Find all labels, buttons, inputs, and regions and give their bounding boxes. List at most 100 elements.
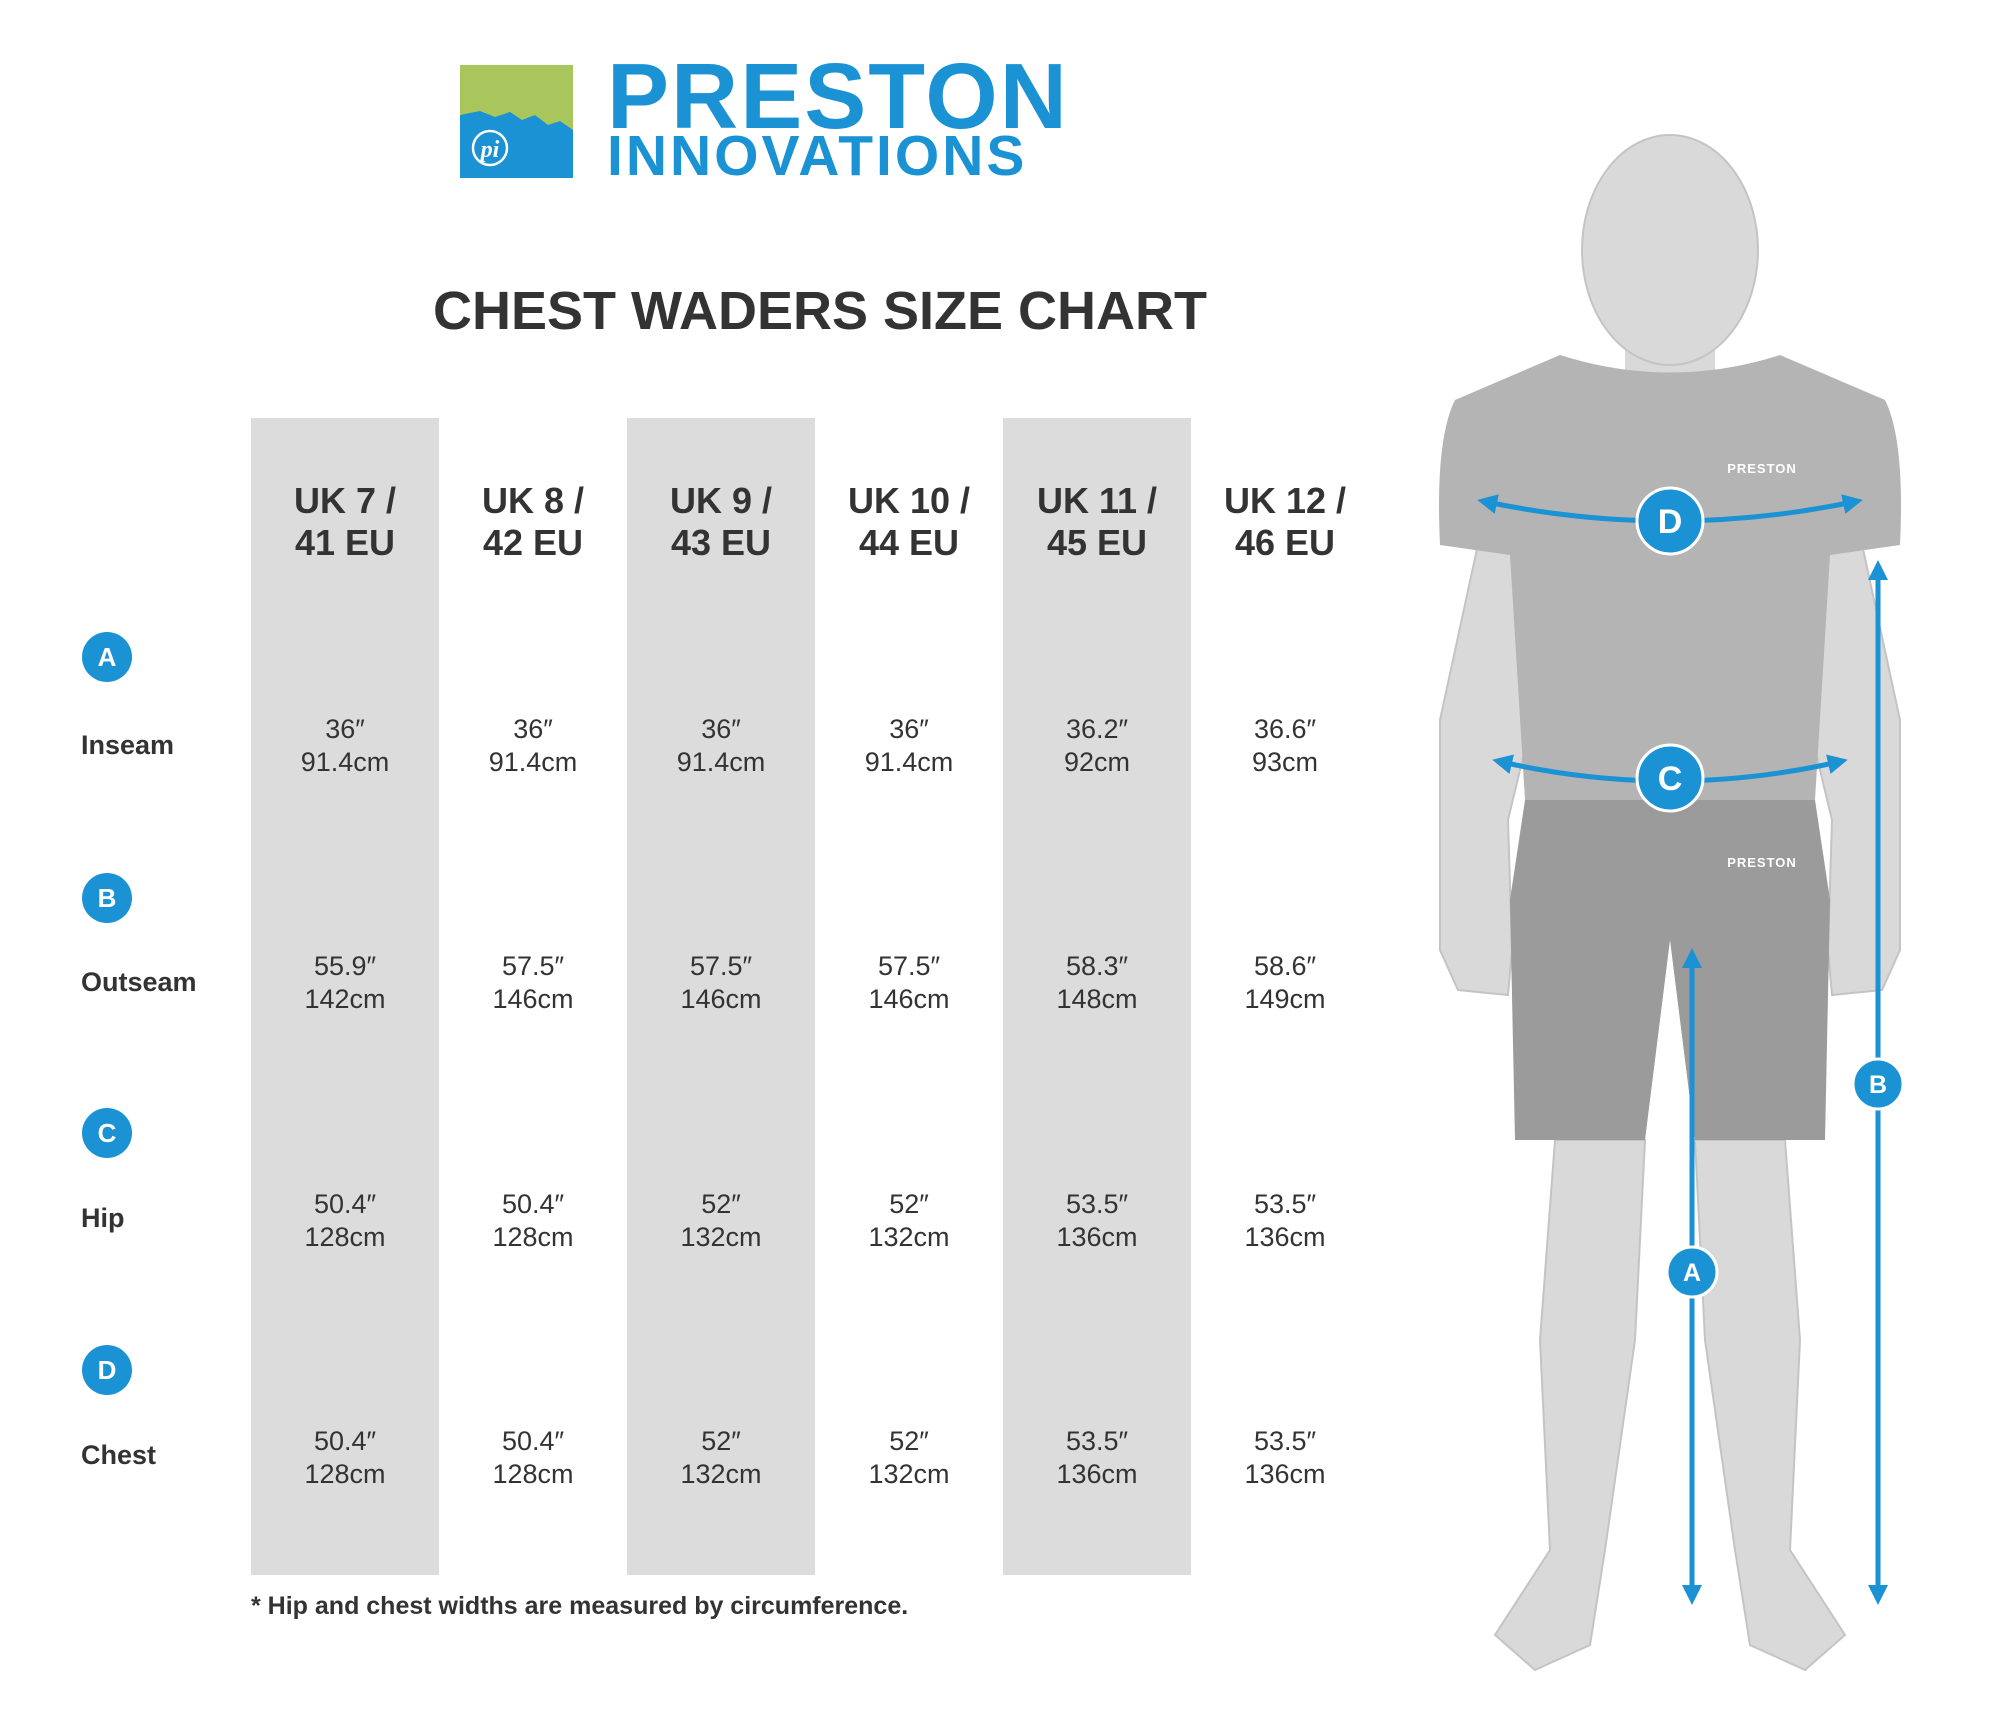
cell-value-cm: 148cm [1056, 984, 1138, 1014]
shorts [1510, 800, 1830, 1140]
column-shade [251, 418, 439, 1575]
logo-ring [471, 129, 509, 167]
head [1581, 134, 1759, 366]
logo-blue-panel [460, 111, 573, 178]
table-cell: 58.3″ 148cm [1003, 950, 1191, 1016]
cell-value-inches: 57.5″ [689, 951, 753, 981]
table-cell: 53.5″ 136cm [1191, 1425, 1379, 1491]
table-cell: 36″ 91.4cm [815, 713, 1003, 779]
column-header-size-uk: UK 8 / [481, 480, 585, 521]
logo-mark-text: pi [479, 137, 500, 163]
table-cell: 36″ 91.4cm [627, 713, 815, 779]
brand-name-line-1: PRESTON [607, 44, 1069, 148]
table-cell: 55.9″ 142cm [251, 950, 439, 1016]
cell-value-inches: 50.4″ [313, 1426, 377, 1456]
cell-value-cm: 132cm [868, 1459, 950, 1489]
row-label: Chest [81, 1440, 157, 1470]
column-header-size-eu: 41 EU [294, 522, 396, 563]
footnote: * Hip and chest widths are measured by c… [251, 1592, 909, 1620]
cell-value-cm: 91.4cm [676, 747, 766, 777]
table-cell: 36″ 91.4cm [439, 713, 627, 779]
column-header-size-eu: 46 EU [1234, 522, 1336, 563]
hip-marker [1635, 743, 1705, 813]
cell-value-inches: 50.4″ [313, 1189, 377, 1219]
column-header-size-uk: UK 12 / [1223, 480, 1347, 521]
inseam-marker-letter: A [1683, 1259, 1701, 1287]
table-cell: 36.2″ 92cm [1003, 713, 1191, 779]
column-header-size-uk: UK 11 / [1036, 480, 1158, 521]
cell-value-inches: 36″ [325, 714, 365, 744]
row-label: Outseam [81, 967, 197, 997]
cell-value-cm: 91.4cm [488, 747, 578, 777]
logo-mark: pi [460, 65, 573, 178]
table-cell: 52″ 132cm [627, 1188, 815, 1254]
column-header: UK 12 /46 EU [1191, 480, 1379, 564]
cell-value-cm: 146cm [868, 984, 950, 1014]
table-cell: 36″ 91.4cm [251, 713, 439, 779]
cell-value-inches: 36.2″ [1065, 714, 1129, 744]
column-header-size-eu: 45 EU [1046, 522, 1148, 563]
body-measurement-figure: PRESTON PRESTON D C A B [1439, 134, 1905, 1672]
cell-value-inches: 52″ [889, 1426, 929, 1456]
cell-value-cm: 146cm [680, 984, 762, 1014]
row-badge: B [82, 873, 132, 923]
cell-value-inches: 53.5″ [1253, 1426, 1317, 1456]
row-badge: D [82, 1345, 132, 1395]
table-cell: 52″ 132cm [627, 1425, 815, 1491]
hip-marker-letter: C [1658, 760, 1683, 798]
cell-value-inches: 53.5″ [1065, 1426, 1129, 1456]
table-cell: 52″ 132cm [815, 1425, 1003, 1491]
column-header-size-eu: 43 EU [670, 522, 772, 563]
outseam-marker-letter: B [1869, 1071, 1887, 1099]
cell-value-cm: 128cm [304, 1222, 386, 1252]
column-header: UK 7 /41 EU [251, 480, 439, 564]
cell-value-inches: 57.5″ [501, 951, 565, 981]
cell-value-cm: 146cm [492, 984, 574, 1014]
cell-value-inches: 52″ [889, 1189, 929, 1219]
column-header-size-uk: UK 9 / [669, 480, 773, 521]
cell-value-inches: 50.4″ [501, 1426, 565, 1456]
cell-value-inches: 57.5″ [877, 951, 941, 981]
cell-value-inches: 55.9″ [313, 951, 377, 981]
cell-value-inches: 50.4″ [501, 1189, 565, 1219]
cell-value-inches: 36.6″ [1253, 714, 1317, 744]
table-cell: 50.4″ 128cm [439, 1188, 627, 1254]
cell-value-cm: 132cm [680, 1222, 762, 1252]
cell-value-cm: 91.4cm [864, 747, 954, 777]
chart-title: CHEST WADERS SIZE CHART [432, 281, 1208, 341]
table-cell: 58.6″ 149cm [1191, 950, 1379, 1016]
cell-value-inches: 58.3″ [1065, 951, 1129, 981]
inseam-marker [1665, 1245, 1719, 1299]
cell-value-inches: 53.5″ [1065, 1189, 1129, 1219]
chest-marker-letter: D [1658, 503, 1683, 541]
table-cell: 53.5″ 136cm [1003, 1188, 1191, 1254]
cell-value-cm: 128cm [304, 1459, 386, 1489]
table-cell: 57.5″ 146cm [815, 950, 1003, 1016]
table-cell: 53.5″ 136cm [1191, 1188, 1379, 1254]
cell-value-inches: 36″ [701, 714, 741, 744]
column-header-size-uk: UK 10 / [847, 480, 971, 521]
column-header: UK 10 /44 EU [815, 480, 1003, 564]
table-cell: 57.5″ 146cm [627, 950, 815, 1016]
cell-value-cm: 136cm [1056, 1222, 1138, 1252]
outseam-marker [1851, 1057, 1905, 1111]
shorts-brand-text: PRESTON [1727, 855, 1797, 870]
cell-value-inches: 53.5″ [1253, 1189, 1317, 1219]
cell-value-cm: 136cm [1056, 1459, 1138, 1489]
column-header-size-eu: 44 EU [858, 522, 960, 563]
cell-value-cm: 149cm [1244, 984, 1326, 1014]
cell-value-inches: 58.6″ [1253, 951, 1317, 981]
row-label: Inseam [81, 730, 175, 760]
cell-value-cm: 91.4cm [300, 747, 390, 777]
column-shade [1003, 418, 1191, 1575]
row-badge: C [82, 1108, 132, 1158]
column-header: UK 8 /42 EU [439, 480, 627, 564]
chest-marker [1635, 486, 1705, 556]
table-cell: 57.5″ 146cm [439, 950, 627, 1016]
table-cell: 50.4″ 128cm [251, 1188, 439, 1254]
shirt-brand-text: PRESTON [1727, 461, 1797, 476]
cell-value-cm: 136cm [1244, 1222, 1326, 1252]
brand-name-line-2: INNOVATIONS [607, 124, 1028, 188]
cell-value-cm: 136cm [1244, 1459, 1326, 1489]
cell-value-inches: 52″ [701, 1189, 741, 1219]
